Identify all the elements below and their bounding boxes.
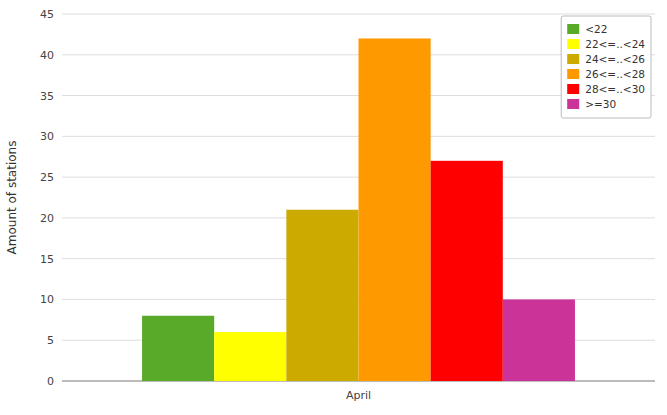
legend-swatch — [567, 69, 579, 79]
legend-label: <22 — [585, 23, 607, 35]
y-tick-label: 5 — [47, 334, 54, 347]
bar — [142, 316, 214, 381]
y-tick-label: 45 — [40, 8, 54, 21]
grid-line — [62, 14, 655, 15]
bar — [214, 332, 286, 381]
y-tick-label: 30 — [40, 130, 54, 143]
bars — [142, 38, 575, 381]
legend-label: >=30 — [585, 98, 616, 110]
legend-swatch — [567, 99, 579, 109]
grid — [62, 14, 655, 381]
y-tick-label: 20 — [40, 212, 54, 225]
y-tick-label: 10 — [40, 293, 54, 306]
y-tick-label: 35 — [40, 90, 54, 103]
legend-label: 22<=..<24 — [585, 38, 645, 50]
legend-swatch — [567, 84, 579, 94]
y-tick-label: 15 — [40, 253, 54, 266]
bar — [431, 161, 503, 381]
chart: 0 5 10 15 20 25 30 35 40 45 April Amount of station… — [0, 0, 667, 415]
bar — [503, 299, 575, 381]
legend-label: 28<=..<30 — [585, 83, 645, 95]
legend: <22 22<=..<24 24<=..<26 26<=..<28 28<=..<30 >… — [561, 16, 651, 118]
legend-label: 24<=..<26 — [585, 53, 645, 65]
bar — [359, 38, 431, 381]
legend-swatch — [567, 39, 579, 49]
y-tick-label: 0 — [47, 375, 54, 388]
bar — [286, 210, 358, 381]
legend-label: 26<=..<28 — [585, 68, 645, 80]
y-axis-label: Amount of stations — [5, 141, 19, 255]
legend-box — [561, 16, 651, 118]
legend-swatch — [567, 24, 579, 34]
legend-swatch — [567, 54, 579, 64]
y-tick-label: 40 — [40, 49, 54, 62]
x-tick-label: April — [346, 389, 371, 402]
y-tick-label: 25 — [40, 171, 54, 184]
